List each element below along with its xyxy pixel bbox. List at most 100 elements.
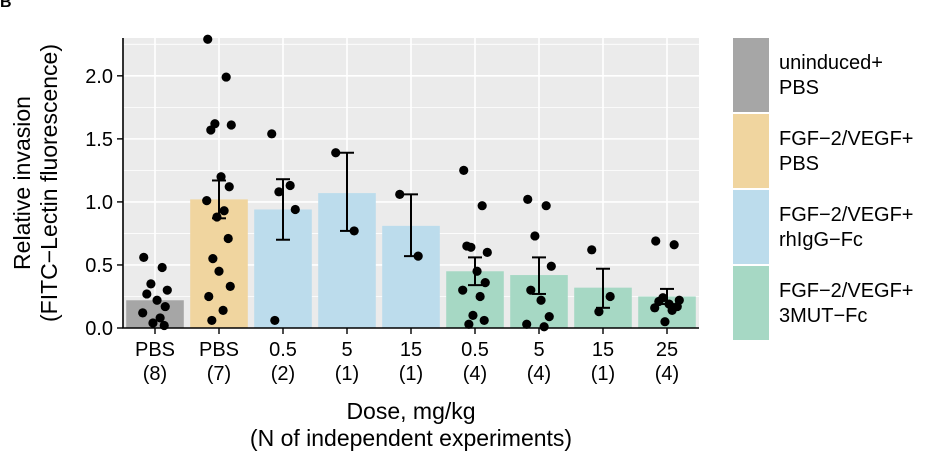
data-point [155,313,165,323]
y-axis-title: (FITC−Lectin fluorescence) [36,44,62,322]
legend-label: 3MUT−Fc [779,305,867,327]
data-point [219,206,229,216]
legend-label: FGF−2/VEGF+ [779,280,913,302]
data-point [206,125,216,135]
x-tick-label-dose: 0.5 [461,339,489,361]
legend-label: uninduced+ [779,52,883,74]
y-tick-label: 0.0 [85,318,113,340]
data-point [207,315,217,326]
data-point [605,291,615,302]
x-tick-label-n: (4) [655,363,679,385]
data-point [212,212,222,222]
data-point [477,201,487,211]
data-point [413,251,423,261]
y-tick-label: 0.5 [85,255,113,277]
data-point [468,310,478,320]
data-point [226,120,236,130]
data-point [218,305,228,315]
data-point [458,285,468,295]
x-axis-title: Dose, mg/kg [346,398,475,424]
y-axis-title: Relative invasion [9,96,35,270]
legend-label: FGF−2/VEGF+ [779,128,913,150]
data-point [536,295,546,305]
data-point [204,291,214,302]
data-point [285,180,295,191]
data-point [459,165,469,175]
x-axis-title: (N of independent experiments) [250,425,572,451]
data-point [224,182,234,192]
x-tick-label-dose: 15 [400,339,422,361]
data-point [146,279,156,289]
data-point [667,305,677,315]
data-point [472,266,482,276]
data-point [214,266,224,276]
data-point [479,315,489,326]
data-point [290,204,300,215]
data-point [594,307,604,317]
x-tick-label-dose: PBS [135,339,175,361]
data-point [223,233,233,244]
data-point [395,189,405,199]
x-tick-label-n: (4) [527,363,551,385]
data-point [475,291,485,302]
x-tick-label-n: (1) [591,363,615,385]
y-tick-label: 1.0 [85,192,113,214]
legend-key-pbs [733,114,769,188]
x-tick-label-n: (8) [143,363,167,385]
data-point [541,201,551,211]
data-point [523,194,533,204]
x-tick-label-n: (2) [271,363,295,385]
data-point [482,247,492,257]
data-point [587,245,597,255]
data-point [462,241,472,251]
data-point [162,285,172,295]
data-point [480,278,490,288]
x-tick-label-n: (1) [399,363,423,385]
data-point [546,261,556,271]
data-point [267,129,277,139]
legend-key-uninduced [733,38,769,112]
data-point [142,289,152,299]
data-point [522,319,532,329]
legend: uninduced+ PBS FGF−2/VEGF+ PBS FGF−2/VEGF+ rh… [733,38,913,340]
y-tick-label: 1.5 [85,129,113,151]
x-tick-label-dose: 5 [533,339,544,361]
legend-label: FGF−2/VEGF+ [779,204,913,226]
x-tick-label-n: (1) [335,363,359,385]
data-point [650,303,660,313]
data-point [138,308,148,318]
data-point [349,226,359,236]
data-point [526,285,536,295]
data-point [660,317,670,327]
x-tick-label-dose: 25 [656,339,678,361]
data-point [530,231,540,241]
y-tick-label: 2.0 [85,66,113,88]
data-point [157,262,167,273]
x-tick-label-n: (7) [207,363,231,385]
legend-key-mut [733,266,769,340]
data-point [216,172,226,182]
x-tick-label-dose: 5 [341,339,352,361]
x-tick-label-dose: 15 [592,339,614,361]
data-point [270,315,280,326]
x-tick-label-n: (4) [463,363,487,385]
data-point [148,318,158,328]
x-tick-label-dose: 0.5 [269,339,297,361]
data-point [544,312,554,322]
data-point [331,148,341,158]
data-point [225,281,235,291]
panel-letter: B [0,0,12,11]
data-point [669,240,679,250]
legend-label: rhIgG−Fc [779,229,863,251]
legend-label: PBS [779,153,819,175]
x-tick-label-dose: PBS [199,339,239,361]
data-point [160,301,170,312]
data-point [139,252,149,262]
data-point [221,72,231,82]
data-point [651,236,661,246]
data-point [208,254,218,264]
legend-label: PBS [779,77,819,99]
data-point [202,196,212,206]
data-point [203,34,213,44]
